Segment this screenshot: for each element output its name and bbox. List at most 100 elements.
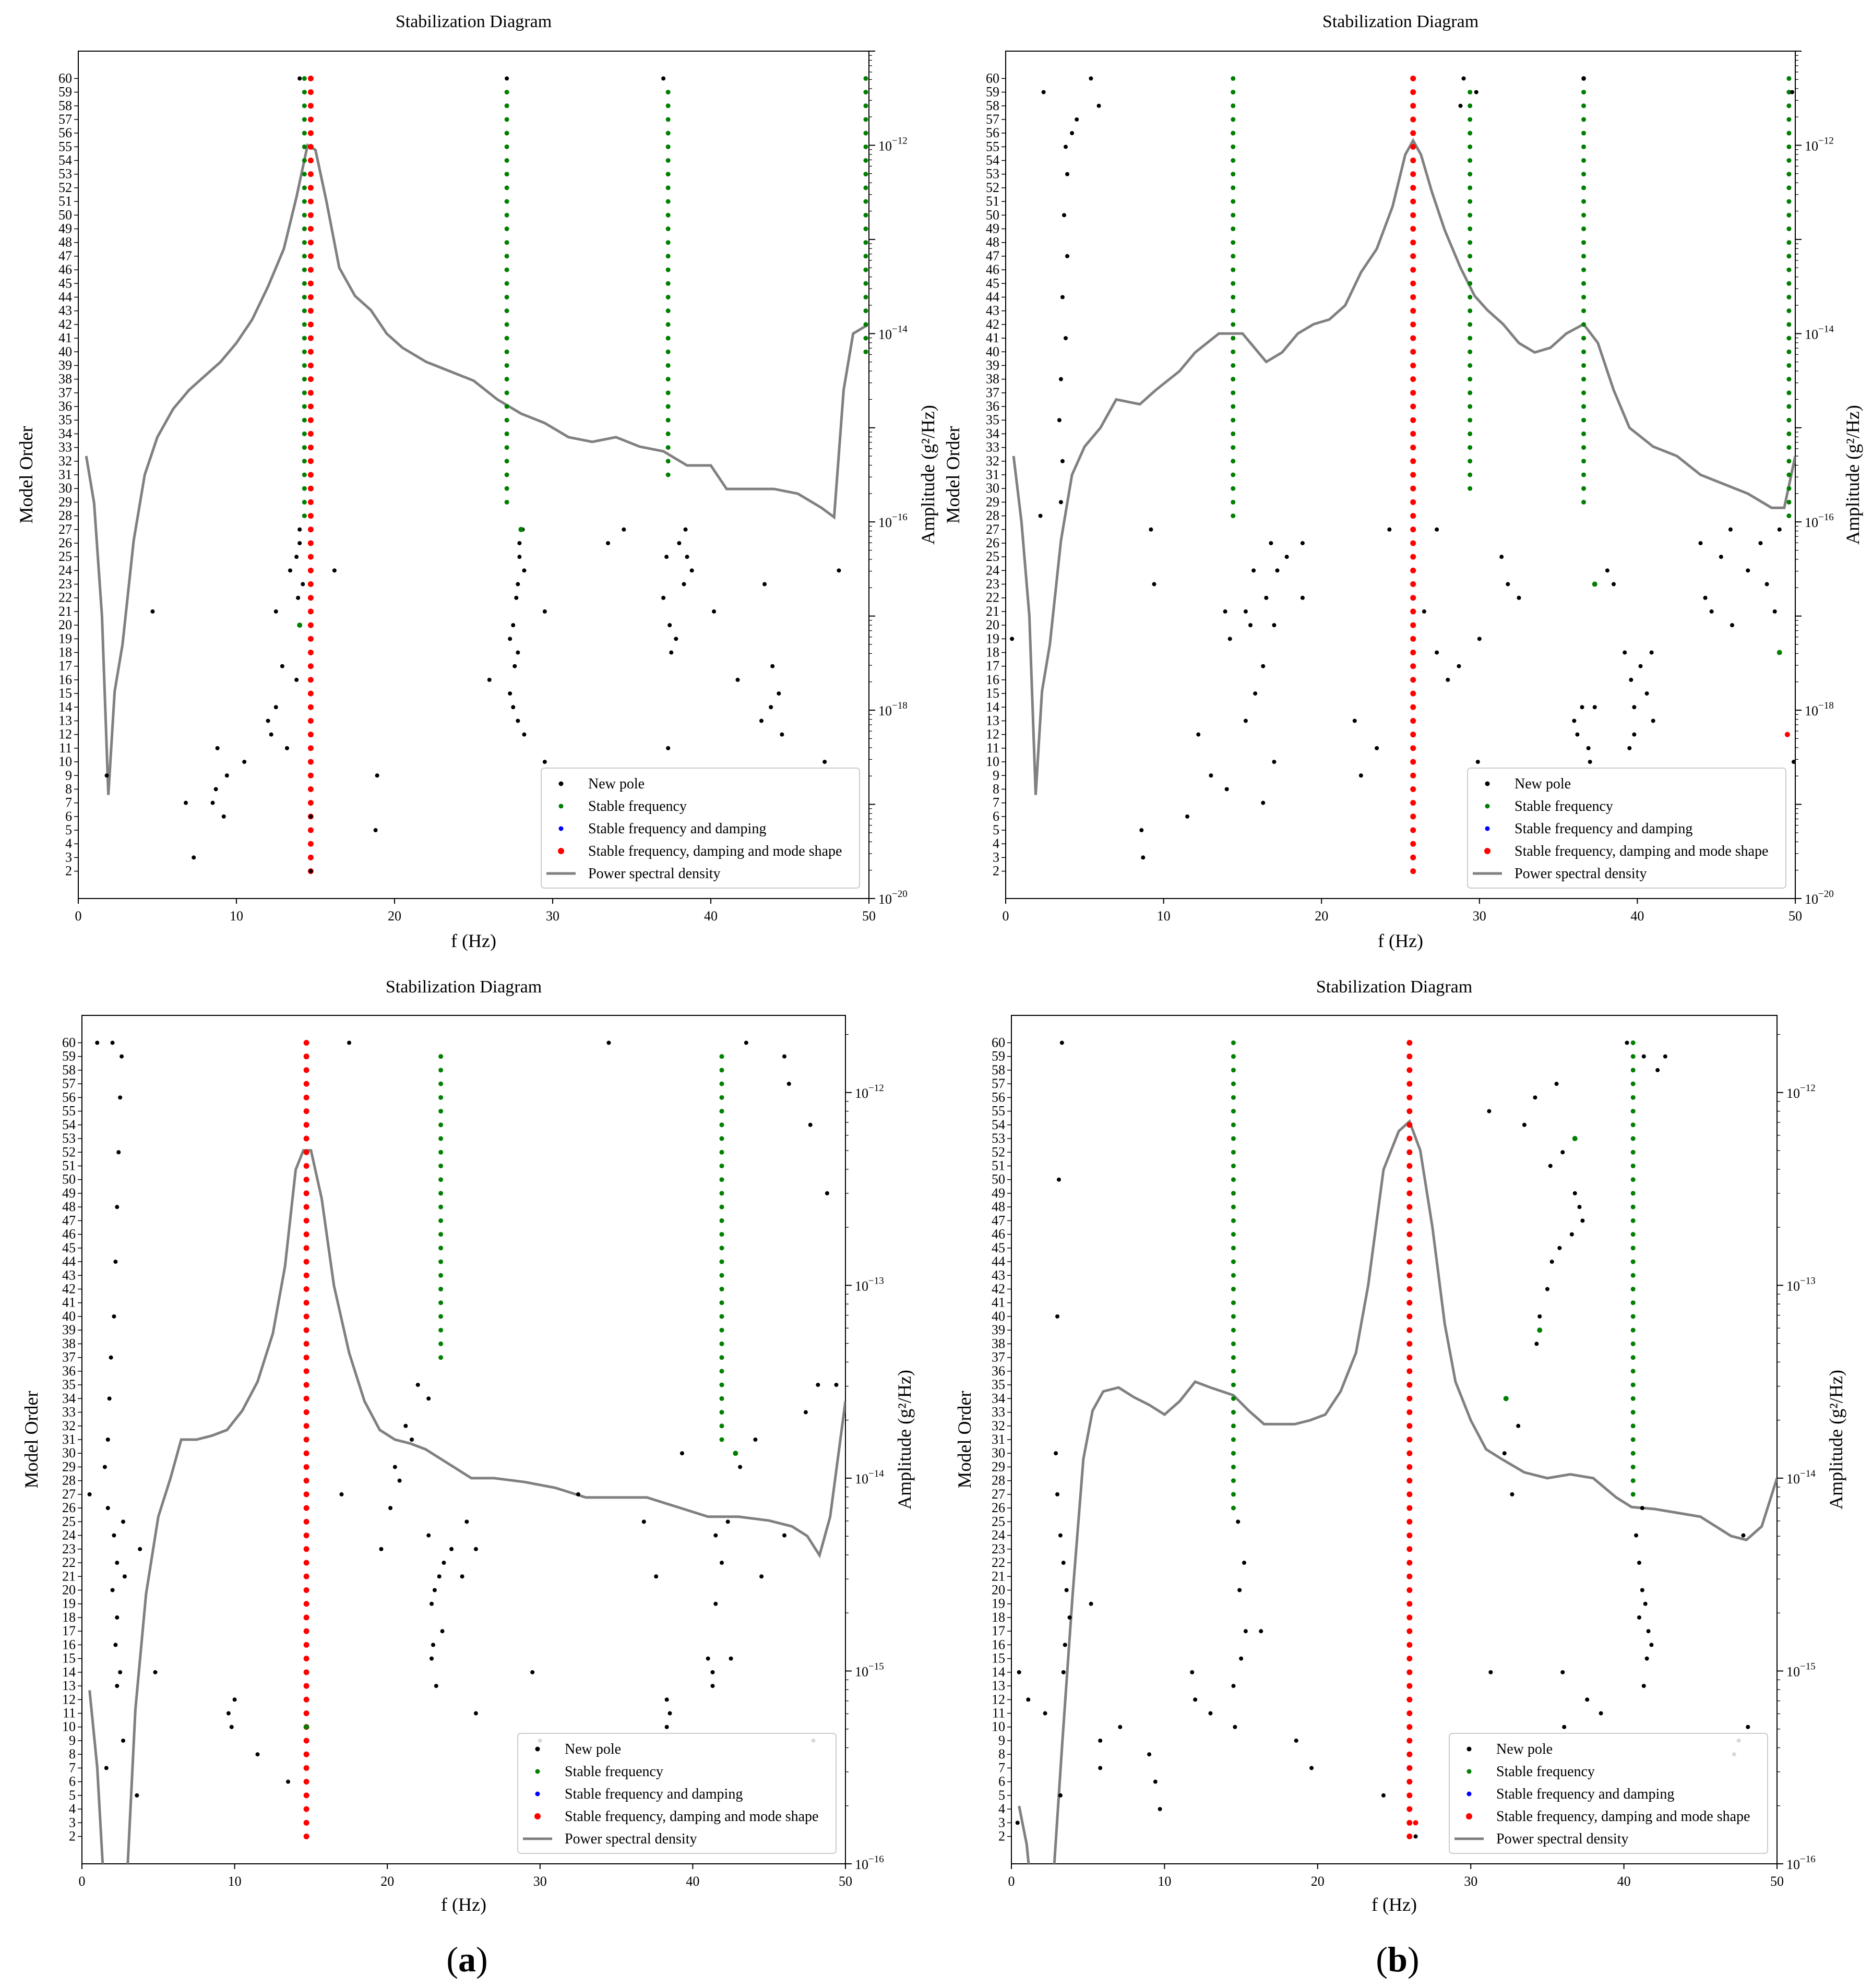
new-pole [1061, 1561, 1066, 1565]
legend-item: New pole [588, 776, 645, 792]
new-pole [1592, 705, 1597, 710]
new-pole [505, 76, 509, 81]
stable-frequency-pole [719, 1273, 724, 1278]
stable-full-pole [303, 1614, 309, 1621]
stable-full-pole [303, 1683, 309, 1689]
stable-full-pole [1410, 349, 1416, 355]
stable-frequency-pole [504, 185, 509, 190]
legend-marker [1466, 1813, 1472, 1819]
y-tick-label: 22 [62, 1555, 76, 1570]
y-tick-label: 55 [992, 1104, 1005, 1119]
legend-marker [1485, 781, 1490, 786]
y-tick-label: 26 [58, 535, 72, 550]
y-tick-label: 3 [69, 1815, 76, 1830]
y-tick-label: 44 [986, 289, 999, 304]
stable-frequency-pole [665, 267, 671, 272]
stable-frequency-pole [863, 185, 868, 190]
x-tick-label: 50 [862, 908, 876, 924]
y-tick-label: 35 [58, 412, 72, 427]
new-pole [1562, 1724, 1567, 1729]
new-pole [576, 1492, 580, 1496]
stable-frequency-pole [302, 76, 307, 81]
y-tick-label: 11 [59, 740, 72, 756]
stable-full-pole [303, 1094, 309, 1100]
y2-tick-label: 10−16 [855, 1854, 884, 1872]
stable-full-pole [307, 171, 314, 177]
stable-frequency-pole [719, 1259, 724, 1264]
y-tick-label: 53 [986, 166, 999, 182]
y2-tick-label: 10−18 [1805, 700, 1834, 718]
new-pole [332, 568, 337, 573]
stable-full-pole [307, 445, 314, 451]
new-pole [339, 1492, 344, 1496]
stable-frequency-pole [665, 158, 671, 163]
legend-marker [1485, 826, 1490, 831]
stable-full-pole [1406, 1710, 1413, 1717]
caption-b: (b) [1376, 1939, 1419, 1979]
new-pole [1059, 1040, 1064, 1045]
stable-full-pole [1410, 89, 1416, 95]
stable-full-pole [303, 1286, 309, 1292]
new-pole [710, 1684, 715, 1688]
y-tick-label: 36 [986, 399, 999, 414]
new-pole [102, 1465, 107, 1469]
plot-area [87, 1039, 845, 1864]
new-pole [104, 1766, 109, 1770]
stable-frequency-pole [1630, 1109, 1636, 1114]
y-tick-label: 51 [58, 194, 72, 209]
stable-frequency-pole [1581, 144, 1587, 149]
stable-full-pole [303, 1436, 309, 1443]
stable-frequency-pole [302, 117, 307, 122]
legend-item: Stable frequency [1496, 1764, 1595, 1780]
legend-box [517, 1733, 837, 1854]
new-pole [1062, 213, 1066, 218]
new-pole [1352, 718, 1357, 723]
y-tick-label: 5 [69, 1788, 76, 1803]
new-pole [1764, 582, 1769, 586]
stable-frequency-pole [1786, 267, 1792, 272]
new-pole [712, 609, 717, 614]
stable-full-pole [1410, 294, 1416, 300]
legend-item: Stable frequency, damping and mode shape [588, 843, 842, 859]
stable-full-pole [307, 335, 314, 341]
stable-full-pole [1406, 1765, 1413, 1771]
y-tick-label: 43 [986, 303, 999, 318]
stable-frequency-pole [863, 76, 868, 81]
y2-tick-label: 10−16 [878, 512, 908, 530]
stable-full-pole [307, 212, 314, 218]
stable-full-pole [303, 1217, 309, 1224]
new-pole [511, 705, 516, 710]
stable-full-pole [1410, 472, 1416, 478]
stable-frequency-pole [438, 1327, 444, 1333]
y-tick-label: 30 [992, 1445, 1005, 1460]
stable-frequency-pole [1231, 158, 1236, 163]
stable-frequency-pole [1231, 117, 1236, 122]
stable-full-pole [1406, 1163, 1413, 1169]
stable-frequency-pole [1630, 1437, 1636, 1442]
new-pole [522, 732, 527, 737]
new-pole [713, 1601, 718, 1606]
stable-frequency-pole [665, 144, 671, 149]
stable-frequency-pole [719, 1341, 724, 1346]
stable-frequency-pole [1231, 1232, 1236, 1237]
y-tick-label: 54 [992, 1117, 1005, 1132]
stable-full-pole [1410, 800, 1416, 806]
stable-frequency-pole [302, 499, 307, 505]
stable-full-pole [303, 1340, 309, 1347]
stable-full-pole [303, 1135, 309, 1142]
y-tick-label: 23 [62, 1541, 76, 1556]
legend-item: Stable frequency and damping [565, 1786, 743, 1802]
legend-marker [534, 1813, 541, 1819]
stable-full-pole [307, 786, 314, 792]
stable-full-pole [1410, 75, 1416, 81]
stable-frequency-pole [719, 1122, 724, 1128]
stable-full-pole [1410, 841, 1416, 847]
legend-item: New pole [565, 1741, 621, 1757]
stable-frequency-pole [302, 308, 307, 314]
y-tick-label: 54 [986, 153, 999, 168]
x-tick-label: 10 [1158, 1874, 1171, 1889]
y-tick-label: 26 [62, 1500, 76, 1515]
stable-full-pole [1410, 786, 1416, 792]
y-tick-label: 49 [62, 1185, 76, 1201]
y-tick-label: 58 [58, 98, 72, 113]
